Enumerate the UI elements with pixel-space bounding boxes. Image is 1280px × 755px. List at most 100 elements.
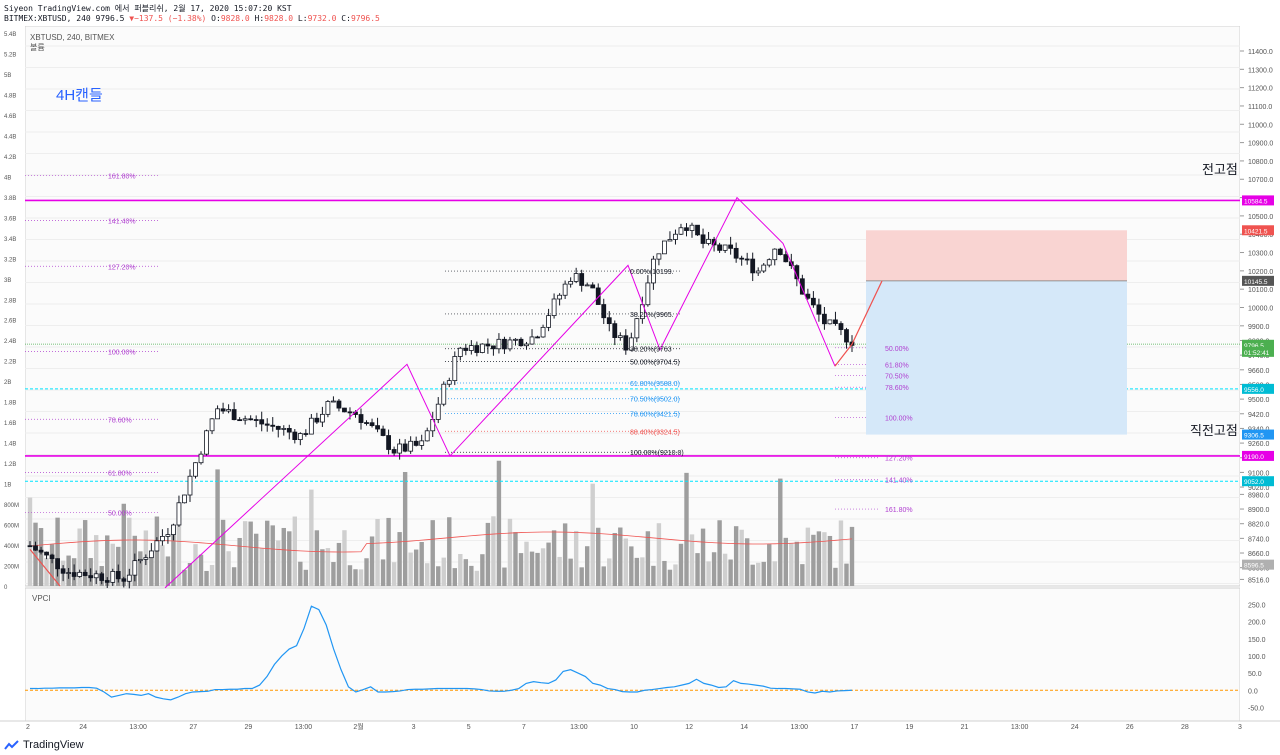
candle-body xyxy=(474,345,480,353)
volume-ma xyxy=(29,531,853,553)
last-price: 9796.5 xyxy=(95,14,125,23)
candle-body xyxy=(568,281,574,285)
volume-tick-label: 2.8B xyxy=(4,298,16,304)
pane-volume-label: 볼륨 xyxy=(30,42,45,52)
price-tag-label: 9052.0 xyxy=(1244,479,1264,486)
candle-body xyxy=(204,430,209,455)
vpci-pane[interactable] xyxy=(24,587,1241,722)
candle-body xyxy=(121,578,127,582)
candle-body xyxy=(562,283,568,296)
volume-bar xyxy=(265,520,270,586)
volume-bar xyxy=(700,528,706,586)
volume-bar xyxy=(513,532,518,586)
volume-bar xyxy=(171,532,176,586)
candle-body xyxy=(93,573,99,579)
candle-body xyxy=(689,224,695,231)
candle-body xyxy=(82,571,88,576)
price-tick-label: 11400.0 xyxy=(1248,49,1273,56)
volume-tick-label: 200M xyxy=(4,565,19,571)
vpci-line xyxy=(30,605,853,701)
candle-body xyxy=(799,278,805,295)
axes: 11400.0 11300.0 11200.0 11100.0 11000.0 10900… xyxy=(4,32,1274,731)
high-label: H: xyxy=(254,14,265,23)
price-chart[interactable]: 161.80% 141.40% 127.20% 100.00% 78.60% 61.80%… xyxy=(0,26,1280,733)
candle-body xyxy=(513,338,518,341)
volume-bar xyxy=(77,528,82,586)
candle-body xyxy=(491,345,496,350)
open-value: 9828.0 xyxy=(220,14,250,23)
candle-body xyxy=(143,557,149,560)
fib-right-label: 70.50% xyxy=(885,373,909,380)
time-tick-label: 24 xyxy=(79,724,87,731)
candle-body xyxy=(706,238,711,244)
candle-body xyxy=(292,431,298,440)
zigzag-lines[interactable] xyxy=(29,196,883,589)
candle-body xyxy=(165,534,171,537)
volume-bar xyxy=(336,542,342,586)
price-tick-label: 10700.0 xyxy=(1248,177,1273,184)
volume-bar xyxy=(320,549,325,586)
tradingview-logo[interactable]: TradingView xyxy=(4,739,84,751)
candle-body xyxy=(198,453,204,464)
volume-bar xyxy=(231,567,237,586)
time-tick-label: 13:00 xyxy=(570,724,588,731)
short-position-tool[interactable] xyxy=(866,230,1127,435)
candle-body xyxy=(612,323,618,338)
fib-mid-label: 38.20%(9965. xyxy=(630,312,674,319)
volume-bar xyxy=(838,520,844,586)
candle-body xyxy=(242,418,248,421)
price-tag-label: 10421.5 xyxy=(1244,228,1268,235)
volume-bar xyxy=(436,566,441,586)
candle-body xyxy=(452,356,458,382)
volume-bar xyxy=(800,564,805,586)
publish-info: Siyeon TradingView.com 에서 퍼블리쉬, 2월 17, 2… xyxy=(4,4,292,13)
candle-body xyxy=(744,258,750,261)
candle-body xyxy=(678,227,684,235)
price-scale[interactable] xyxy=(1240,26,1280,733)
volume-bar xyxy=(38,528,44,586)
price-tick-label: 8740.0 xyxy=(1248,536,1270,543)
time-tick-label: 14 xyxy=(740,724,748,731)
volume-bar xyxy=(596,527,601,586)
candle-body xyxy=(822,313,827,325)
vpci-tick-label: 150.0 xyxy=(1248,637,1266,644)
candle-body xyxy=(331,400,336,403)
price-tick-label: 10200.0 xyxy=(1248,269,1273,276)
time-tick-label: 24 xyxy=(1071,724,1079,731)
candle-body xyxy=(628,337,634,351)
price-tick-label: 10500.0 xyxy=(1248,214,1273,221)
volume-bar xyxy=(474,570,480,586)
candle-body xyxy=(419,440,425,446)
candle-body xyxy=(60,568,66,574)
volume-tick-label: 4.4B xyxy=(4,134,16,140)
volume-bar xyxy=(226,551,231,586)
volume-tick-label: 400M xyxy=(4,544,19,550)
volume-bar xyxy=(767,544,772,586)
volume-bar xyxy=(645,531,651,586)
volume-bar xyxy=(816,531,822,586)
candle-body xyxy=(187,475,193,496)
volume-bar xyxy=(259,548,264,586)
volume-tick-label: 2.2B xyxy=(4,360,16,366)
candle-body xyxy=(132,560,138,576)
price-tick-label: 10900.0 xyxy=(1248,141,1273,148)
volume-bar xyxy=(491,516,496,586)
candle-body xyxy=(126,574,132,582)
recent-high-annotation: 직전고점 xyxy=(1190,423,1238,438)
open-label: O: xyxy=(211,14,221,23)
candle-body xyxy=(579,273,585,286)
vpci-tick-label: -50.0 xyxy=(1248,705,1264,712)
chart-labels: 161.80% 141.40% 127.20% 100.00% 78.60% 61.80%… xyxy=(108,174,913,518)
volume-bar xyxy=(827,535,833,586)
volume-bar xyxy=(44,558,49,586)
price-tag-bg xyxy=(1242,225,1274,236)
volume-bar xyxy=(441,557,446,586)
candle-body xyxy=(115,571,121,580)
candle-body xyxy=(673,233,678,240)
candle-body xyxy=(667,239,673,242)
volume-bar xyxy=(507,518,513,586)
price-tick-label: 9260.0 xyxy=(1248,441,1270,448)
fib-left-label: 78.60% xyxy=(108,417,132,424)
candle-body xyxy=(540,326,546,338)
time-tick-label: 13:00 xyxy=(295,724,313,731)
